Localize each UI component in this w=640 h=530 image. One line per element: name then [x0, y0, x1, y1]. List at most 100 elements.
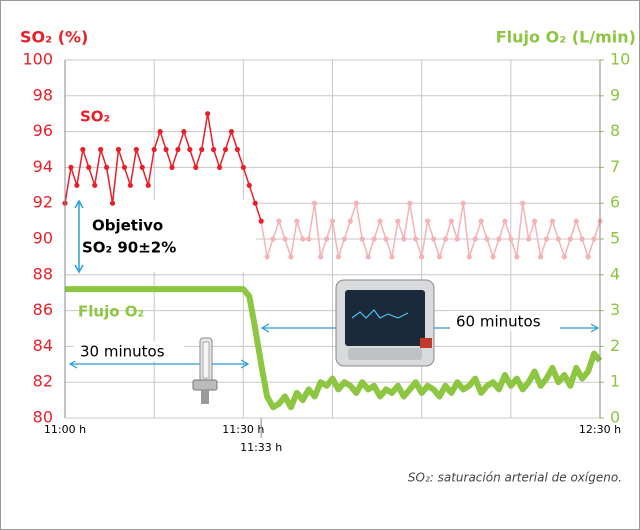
y-tick-label: 92	[33, 193, 53, 212]
y2-tick-label: 5	[610, 229, 620, 248]
so2-point	[259, 219, 264, 224]
so2-point	[187, 147, 192, 152]
x-tick-label: 11:30 h	[222, 423, 264, 436]
so2-point	[484, 236, 489, 241]
so2-point	[360, 236, 365, 241]
y-tick-label: 84	[33, 336, 53, 355]
so2-point	[348, 219, 353, 224]
so2-point	[140, 165, 145, 170]
so2-point	[550, 219, 555, 224]
so2-point	[526, 236, 531, 241]
y2-tick-label: 1	[610, 372, 620, 391]
so2-point	[211, 147, 216, 152]
so2-point	[98, 147, 103, 152]
so2-point	[146, 183, 151, 188]
y2-tick-label: 7	[610, 157, 620, 176]
y-tick-label: 98	[33, 85, 53, 104]
so2-point	[389, 254, 394, 259]
y2-tick-label: 3	[610, 300, 620, 319]
y-tick-label: 100	[22, 50, 53, 69]
so2-point	[401, 236, 406, 241]
so2-point	[514, 254, 519, 259]
so2-point	[229, 129, 234, 134]
so2-point	[241, 165, 246, 170]
so2-point	[312, 201, 317, 206]
x-tick-label: 11:00 h	[44, 423, 86, 436]
so2-point	[455, 236, 460, 241]
span-label: 30 minutos	[80, 343, 165, 361]
so2-point	[318, 254, 323, 259]
so2-point	[574, 219, 579, 224]
so2-point	[282, 236, 287, 241]
y2-tick-label: 2	[610, 336, 620, 355]
y2-tick-label: 8	[610, 121, 620, 140]
device-image	[336, 280, 434, 366]
so2-point	[591, 236, 596, 241]
so2-point	[134, 147, 139, 152]
so2-point	[562, 254, 567, 259]
target-label: Objetivo	[92, 217, 163, 235]
so2-point	[407, 201, 412, 206]
so2-point	[68, 165, 73, 170]
span-label: 60 minutos	[456, 313, 541, 331]
so2-point	[92, 183, 97, 188]
so2-point	[395, 219, 400, 224]
so2-point	[479, 219, 484, 224]
so2-point	[86, 165, 91, 170]
so2-point	[104, 165, 109, 170]
so2-point	[288, 254, 293, 259]
series-label: Flujo O₂	[78, 303, 144, 321]
so2-point	[199, 147, 204, 152]
so2-point	[306, 236, 311, 241]
so2-point	[217, 165, 222, 170]
x-tick-label: 12:30 h	[579, 423, 621, 436]
so2-point	[152, 147, 157, 152]
x-tick-label: 11:33 h	[240, 441, 282, 454]
so2-point	[568, 236, 573, 241]
so2-point	[383, 236, 388, 241]
so2-point	[300, 236, 305, 241]
so2-point	[467, 254, 472, 259]
so2-point	[169, 165, 174, 170]
so2-point	[372, 236, 377, 241]
target-box	[66, 200, 256, 272]
so2-point	[294, 219, 299, 224]
so2-point	[473, 236, 478, 241]
so2-point	[163, 147, 168, 152]
y-axis-title: SO₂ (%)	[20, 28, 88, 47]
so2-point	[175, 147, 180, 152]
series-label: SO₂	[80, 108, 110, 126]
so2-point	[235, 147, 240, 152]
so2-point	[431, 236, 436, 241]
so2-point	[116, 147, 121, 152]
y-tick-label: 90	[33, 229, 53, 248]
so2-point	[324, 236, 329, 241]
so2-point	[354, 201, 359, 206]
so2-point	[247, 183, 252, 188]
so2-point	[110, 201, 115, 206]
target-label: SO₂ 90±2%	[82, 239, 176, 257]
so2-point	[437, 254, 442, 259]
so2-point	[366, 254, 371, 259]
so2-point	[443, 236, 448, 241]
so2-point	[461, 201, 466, 206]
so2-point	[223, 147, 228, 152]
so2-point	[413, 236, 418, 241]
so2-point	[586, 254, 591, 259]
so2-point	[253, 201, 258, 206]
y2-axis-title: Flujo O₂ (L/min)	[496, 28, 636, 47]
so2-point	[377, 219, 382, 224]
so2-point	[122, 165, 127, 170]
so2-point	[502, 219, 507, 224]
y2-tick-label: 4	[610, 264, 620, 283]
so2-point	[556, 236, 561, 241]
chart: SO₂ (%) Flujo O₂ (L/min) Objetivo SO₂ 90…	[0, 0, 640, 530]
y-tick-label: 86	[33, 300, 53, 319]
so2-point	[80, 147, 85, 152]
so2-point	[532, 219, 537, 224]
so2-point	[544, 236, 549, 241]
y2-tick-label: 6	[610, 193, 620, 212]
so2-point	[158, 129, 163, 134]
so2-point	[520, 201, 525, 206]
so2-point	[342, 236, 347, 241]
